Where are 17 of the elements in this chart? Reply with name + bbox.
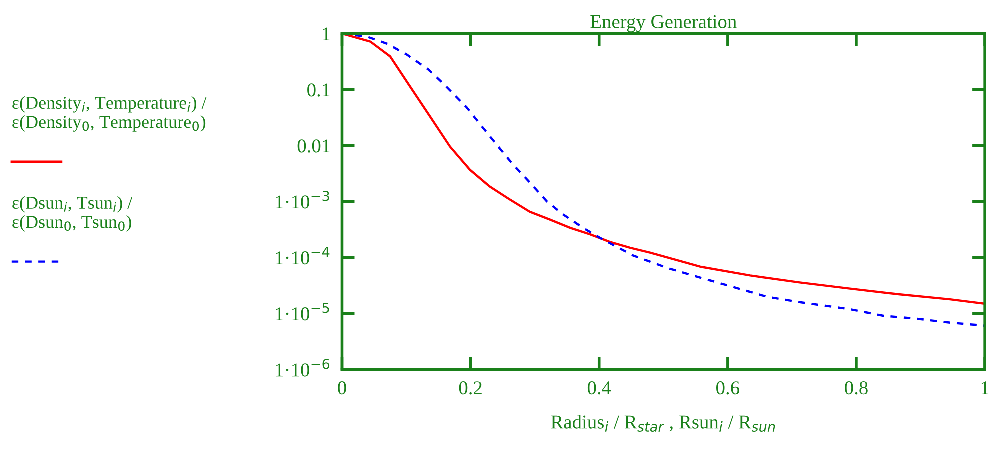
- y-tick-label: 1·10$^{−5}$: [276, 303, 330, 321]
- x-tick-label: 0.2: [459, 382, 482, 395]
- y-tick-label: 0.01: [298, 140, 330, 153]
- x-tick-label: 0.6: [716, 382, 740, 395]
- y-tick-label: 1: [323, 28, 330, 41]
- x-tick-label: 0.8: [845, 382, 868, 395]
- y-tick-label: 0.1: [308, 84, 330, 97]
- text: ε(Density$_{i}$, Temperature$_{i}$) / ε(Density$_{0}$, Temperature$_{0}$): [12, 96, 207, 132]
- y-tick-label: 1·10$^{−4}$: [276, 247, 330, 265]
- chart-title: Energy Generation: [590, 15, 737, 32]
- x-tick-label: 0.4: [588, 382, 612, 395]
- x-axis-title: Radius$_{i}$ / R$_{star}$ , Rsun$_{i}$ / R$_{sun}$: [551, 415, 776, 432]
- x-tick-label: 1: [982, 382, 989, 394]
- y-tick-label: 1·10$^{−3}$: [276, 191, 330, 209]
- text: ε(Dsun$_{i}$, Tsun$_{i}$) / ε(Dsun$_{0}$, Tsun$_{0}$): [12, 196, 133, 232]
- x-tick-label: 0: [338, 382, 346, 395]
- y-tick-label: 1·10$^{−6}$: [276, 359, 330, 377]
